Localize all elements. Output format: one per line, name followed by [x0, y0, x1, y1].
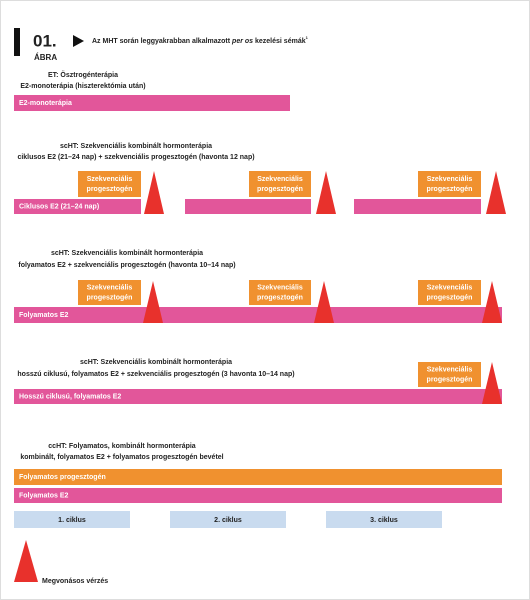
- bleeding-marker: [143, 281, 163, 323]
- progestogen-label: Szekvenciális: [427, 176, 473, 183]
- section-subheading: E2-monoterápia (hiszterektómia után): [20, 83, 145, 90]
- bleeding-marker: [486, 171, 506, 214]
- progestogen-bar-label: Folyamatos progesztogén: [19, 474, 106, 481]
- e2-bar-label: Folyamatos E2: [19, 492, 69, 499]
- section-subheading: ciklusos E2 (21–24 nap) + szekvenciális …: [17, 154, 254, 161]
- progestogen-box: [249, 171, 311, 197]
- title-italic: per os: [231, 38, 253, 45]
- e2-bar-label: Ciklusos E2 (21–24 nap): [19, 203, 99, 210]
- cycle-label: 3. ciklus: [370, 517, 398, 524]
- progestogen-bar: [14, 469, 502, 485]
- progestogen-label: progesztogén: [87, 294, 133, 301]
- progestogen-label: progesztogén: [427, 376, 473, 383]
- e2-bar: [185, 199, 311, 214]
- e2-bar: [14, 307, 502, 323]
- e2-bar: [14, 488, 502, 503]
- section-heading: scHT: Szekvenciális kombinált hormonterá…: [80, 359, 232, 366]
- progestogen-box: [418, 171, 481, 197]
- progestogen-label: progesztogén: [427, 186, 473, 193]
- bleeding-marker: [14, 540, 38, 582]
- progestogen-label: Szekvenciális: [87, 176, 133, 183]
- title-part: kezelési sémák: [253, 38, 306, 45]
- section-heading: ET: Ösztrogénterápia: [48, 70, 118, 79]
- progestogen-label: progesztogén: [87, 186, 133, 193]
- e2-bar: [14, 389, 502, 404]
- figure-title: Az MHT során leggyakrabban alkalmazott p…: [92, 35, 309, 45]
- section-heading: scHT: Szekvenciális kombinált hormonterá…: [60, 143, 212, 150]
- e2-bar-label: Hosszú ciklusú, folyamatos E2: [19, 393, 121, 400]
- section-heading: ccHT: Folyamatos, kombinált hormonterápi…: [48, 443, 196, 450]
- bleeding-marker: [316, 171, 336, 214]
- e2-bar: [14, 95, 290, 111]
- title-note: 1: [306, 35, 309, 40]
- section-subheading: folyamatos E2 + szekvenciális progesztog…: [18, 262, 235, 269]
- cycle-box: [170, 511, 286, 528]
- section-subheading: hosszú ciklusú, folyamatos E2 + szekvenc…: [17, 371, 294, 378]
- header-arrow: [73, 35, 84, 47]
- section-subheading: kombinált, folyamatos E2 + folyamatos pr…: [20, 454, 223, 461]
- progestogen-label: progesztogén: [427, 294, 473, 301]
- bleeding-marker: [314, 281, 334, 323]
- progestogen-box: [418, 362, 481, 387]
- e2-bar-label: E2-monoterápia: [19, 100, 72, 107]
- progestogen-label: Szekvenciális: [257, 284, 303, 291]
- section-heading: scHT: Szekvenciális kombinált hormonterá…: [51, 250, 203, 257]
- cycle-box: [326, 511, 442, 528]
- cycle-box: [14, 511, 130, 528]
- figure-number: 01.: [33, 31, 57, 50]
- bleeding-marker: [482, 362, 502, 404]
- cycle-label: 2. ciklus: [214, 517, 242, 524]
- progestogen-label: progesztogén: [257, 186, 303, 193]
- bleeding-marker: [144, 171, 164, 214]
- e2-bar-label: Folyamatos E2: [19, 312, 69, 319]
- bleeding-marker: [482, 281, 502, 323]
- progestogen-label: Szekvenciális: [87, 284, 133, 291]
- progestogen-box: [78, 280, 141, 305]
- progestogen-label: Szekvenciális: [257, 176, 303, 183]
- title-part: Az MHT során leggyakrabban alkalmazott: [92, 38, 232, 45]
- e2-bar: [14, 199, 141, 214]
- header-bar: [14, 28, 20, 56]
- progestogen-label: Szekvenciális: [427, 284, 473, 291]
- cycle-label: 1. ciklus: [58, 517, 86, 524]
- progestogen-label: progesztogén: [257, 294, 303, 301]
- progestogen-box: [78, 171, 141, 197]
- figure-label: ÁBRA: [34, 53, 57, 62]
- progestogen-label: Szekvenciális: [427, 366, 473, 373]
- legend-label: Megvonásos vérzés: [42, 578, 108, 585]
- progestogen-box: [249, 280, 311, 305]
- e2-bar: [354, 199, 481, 214]
- progestogen-box: [418, 280, 481, 305]
